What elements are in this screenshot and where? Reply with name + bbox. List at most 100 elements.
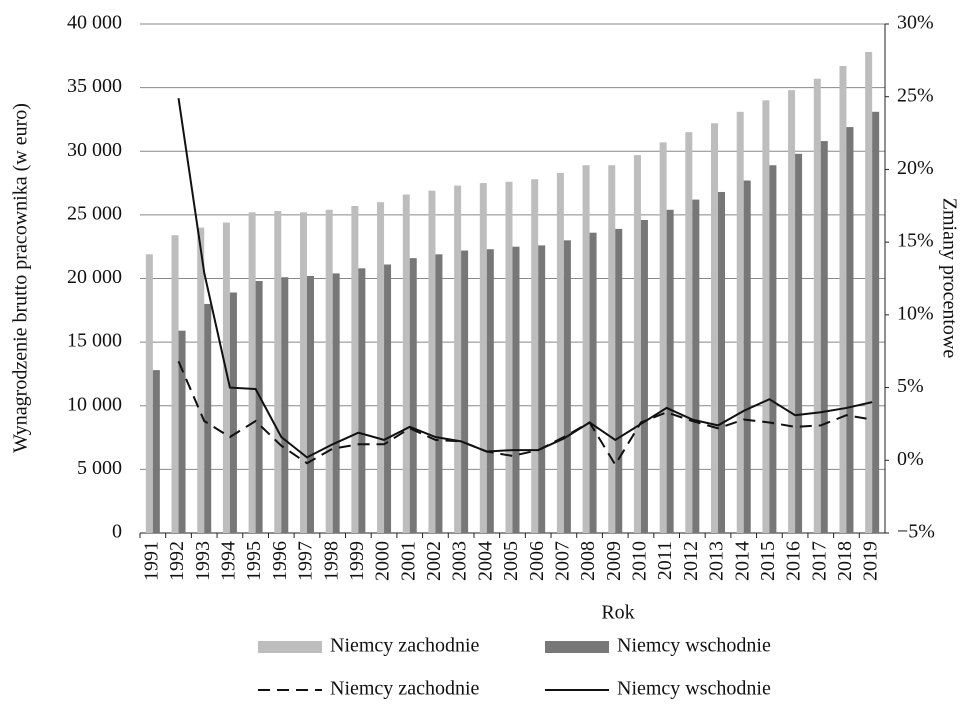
bar bbox=[608, 165, 616, 533]
legend-swatch bbox=[258, 641, 322, 653]
x-tick-label: 1994 bbox=[218, 541, 240, 581]
x-axis-title: Rok bbox=[601, 602, 634, 624]
bar bbox=[428, 190, 436, 533]
y-tick-label: 20 000 bbox=[67, 266, 122, 288]
bar bbox=[377, 202, 385, 533]
line bbox=[177, 360, 873, 467]
bar bbox=[229, 292, 237, 533]
x-tick-label: 2014 bbox=[731, 541, 753, 581]
y-axis-title: Wynagrodzenie brutto pracownika (w euro) bbox=[10, 103, 32, 453]
x-tick-label: 2001 bbox=[397, 541, 419, 581]
bar bbox=[659, 142, 667, 533]
y2-tick-label: 5% bbox=[897, 375, 924, 397]
x-tick-label: 2017 bbox=[808, 541, 830, 581]
y2-tick-label: 25% bbox=[897, 84, 934, 106]
x-tick-label: 2015 bbox=[757, 541, 779, 581]
y-tick-label: 35 000 bbox=[67, 75, 122, 97]
bar bbox=[582, 165, 590, 533]
x-tick-label: 1998 bbox=[320, 541, 342, 581]
y-tick-label: 40 000 bbox=[67, 12, 122, 34]
bar bbox=[615, 228, 623, 533]
y2-tick-label: 10% bbox=[897, 302, 934, 324]
x-tick-label: 1997 bbox=[295, 541, 317, 581]
y-tick-label: 0 bbox=[112, 521, 122, 543]
x-tick-label: 1996 bbox=[269, 541, 291, 581]
bar bbox=[351, 205, 359, 533]
x-tick-label: 2005 bbox=[500, 541, 522, 581]
legend-swatch bbox=[545, 641, 609, 653]
legend-label: Niemcy zachodnie bbox=[330, 635, 479, 657]
bar bbox=[531, 179, 539, 533]
bar bbox=[788, 90, 796, 534]
y-tick-label: 25 000 bbox=[67, 202, 122, 224]
x-tick-label: 2011 bbox=[654, 541, 676, 580]
bar bbox=[872, 111, 880, 534]
bar bbox=[299, 212, 307, 533]
x-tick-label: 2012 bbox=[680, 541, 702, 581]
bar bbox=[820, 141, 828, 533]
bar bbox=[197, 227, 205, 533]
bar bbox=[145, 254, 153, 533]
bar bbox=[281, 277, 289, 533]
y-tick-label: 10 000 bbox=[67, 393, 122, 415]
bar bbox=[409, 258, 417, 533]
bar bbox=[178, 330, 186, 533]
bar bbox=[402, 194, 410, 533]
bar bbox=[589, 232, 597, 533]
y2-axis-title: Zmiany procentowe bbox=[938, 198, 960, 359]
bar bbox=[769, 165, 777, 533]
bar bbox=[640, 219, 648, 533]
bar bbox=[486, 249, 494, 534]
bar bbox=[384, 264, 392, 533]
bar bbox=[325, 209, 333, 533]
y2-tick-label: 20% bbox=[897, 157, 934, 179]
bar bbox=[171, 235, 179, 534]
bar bbox=[222, 222, 230, 533]
y2-tick-label: 30% bbox=[897, 12, 934, 34]
bar bbox=[274, 211, 282, 533]
x-tick-label: 1992 bbox=[166, 541, 188, 581]
x-tick-label: 2018 bbox=[834, 541, 856, 581]
x-tick-label: 2002 bbox=[423, 541, 445, 581]
bar bbox=[505, 181, 513, 534]
bar bbox=[711, 123, 719, 533]
y-tick-label: 30 000 bbox=[67, 139, 122, 161]
bar bbox=[204, 303, 212, 533]
y2-tick-label: 15% bbox=[897, 230, 934, 252]
x-tick-label: 1995 bbox=[243, 541, 265, 581]
x-tick-label: 2009 bbox=[603, 541, 625, 581]
legend-label: Niemcy zachodnie bbox=[330, 678, 479, 700]
bar bbox=[556, 172, 564, 533]
bar bbox=[248, 212, 256, 533]
bar bbox=[454, 185, 462, 534]
y2-tick-label: −5% bbox=[897, 521, 935, 543]
bar bbox=[538, 245, 546, 534]
bar bbox=[479, 183, 487, 533]
bar bbox=[563, 240, 571, 533]
bar bbox=[762, 100, 770, 533]
bar bbox=[839, 65, 847, 534]
x-tick-label: 2003 bbox=[449, 541, 471, 581]
bar bbox=[795, 153, 803, 534]
x-tick-label: 1991 bbox=[140, 541, 162, 581]
bar bbox=[692, 199, 700, 534]
bar bbox=[332, 273, 340, 533]
bar bbox=[718, 191, 726, 533]
legend-label: Niemcy wschodnie bbox=[617, 635, 771, 657]
bar bbox=[358, 268, 366, 533]
x-tick-label: 2008 bbox=[577, 541, 599, 581]
bar bbox=[435, 254, 443, 533]
bar bbox=[813, 78, 821, 533]
bar bbox=[633, 155, 641, 533]
x-tick-label: 2000 bbox=[372, 541, 394, 581]
y-tick-label: 15 000 bbox=[67, 330, 122, 352]
bar bbox=[306, 275, 314, 533]
y-tick-label: 5 000 bbox=[77, 457, 122, 479]
x-tick-label: 1993 bbox=[192, 541, 214, 581]
bar bbox=[685, 132, 693, 533]
x-tick-label: 2016 bbox=[783, 541, 805, 581]
x-tick-label: 2019 bbox=[860, 541, 882, 581]
x-tick-label: 2013 bbox=[706, 541, 728, 581]
